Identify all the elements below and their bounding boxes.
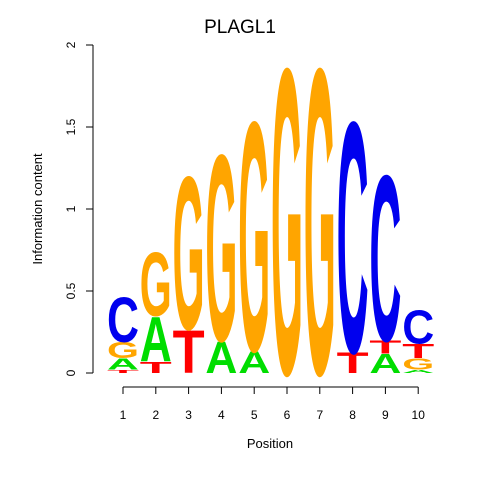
x-tick-label: 1	[120, 408, 127, 422]
logo-letter-A: A	[369, 348, 401, 378]
logo-letter-G: G	[205, 100, 237, 398]
logo-letter-A: A	[402, 369, 434, 374]
x-tick-label: 3	[185, 408, 192, 422]
logo-letter-C: C	[402, 300, 434, 354]
y-axis: 0 0.5 1 1.5 2	[64, 41, 94, 376]
logo-letter-G: G	[304, 0, 336, 466]
logo-letter-G: G	[238, 53, 270, 421]
stack-position-3: TG	[173, 133, 205, 387]
stack-position-2: TAG	[140, 233, 172, 377]
logo-letter-A: A	[205, 331, 237, 383]
logo-letter-C: C	[337, 53, 369, 422]
x-tick-label: 9	[382, 408, 389, 422]
logo-letter-T: T	[369, 338, 401, 358]
x-axis-label: Position	[247, 436, 293, 451]
x-tick-label: 2	[152, 408, 159, 422]
stack-position-8: TC	[337, 53, 369, 422]
logo-letter-G: G	[107, 338, 139, 363]
logo-letter-A: A	[238, 345, 270, 381]
logo-letter-T: T	[402, 340, 434, 363]
stack-position-7: G	[304, 0, 336, 466]
logo-letter-A: A	[140, 303, 172, 375]
logo-letter-G: G	[140, 233, 172, 335]
x-tick-label: 6	[284, 408, 291, 422]
y-tick-label: 0	[64, 369, 78, 376]
stack-position-5: AG	[238, 53, 270, 421]
y-axis-label: Information content	[30, 153, 45, 265]
x-tick-label: 10	[412, 408, 426, 422]
x-axis: 1 2 3 4 5 6 7 8 9 10	[120, 386, 426, 422]
x-tick-label: 8	[349, 408, 356, 422]
logo-letter-G: G	[402, 355, 434, 373]
logo-letter-G: G	[271, 0, 303, 466]
y-tick-label: 0.5	[64, 282, 78, 299]
stack-position-6: G	[271, 0, 303, 466]
logo-letter-T: T	[337, 347, 369, 380]
stack-position-9: ATC	[369, 128, 401, 392]
chart-title: PLAGL1	[204, 17, 276, 38]
logo-letter-C: C	[107, 284, 139, 356]
x-tick-label: 4	[218, 408, 225, 422]
logo-letter-C: C	[369, 128, 401, 392]
stack-position-4: AG	[205, 100, 237, 398]
logo-letter-T: T	[140, 359, 172, 377]
x-tick-label: 7	[316, 408, 323, 422]
logo-letter-T: T	[173, 318, 205, 387]
y-tick-label: 2	[64, 41, 78, 48]
x-tick-label: 5	[251, 408, 258, 422]
y-tick-label: 1.5	[64, 118, 78, 135]
y-tick-label: 1	[64, 205, 78, 212]
logo-letter-G: G	[173, 133, 205, 376]
logo-letter-A: A	[107, 356, 139, 374]
logo-letter-T: T	[107, 369, 139, 374]
